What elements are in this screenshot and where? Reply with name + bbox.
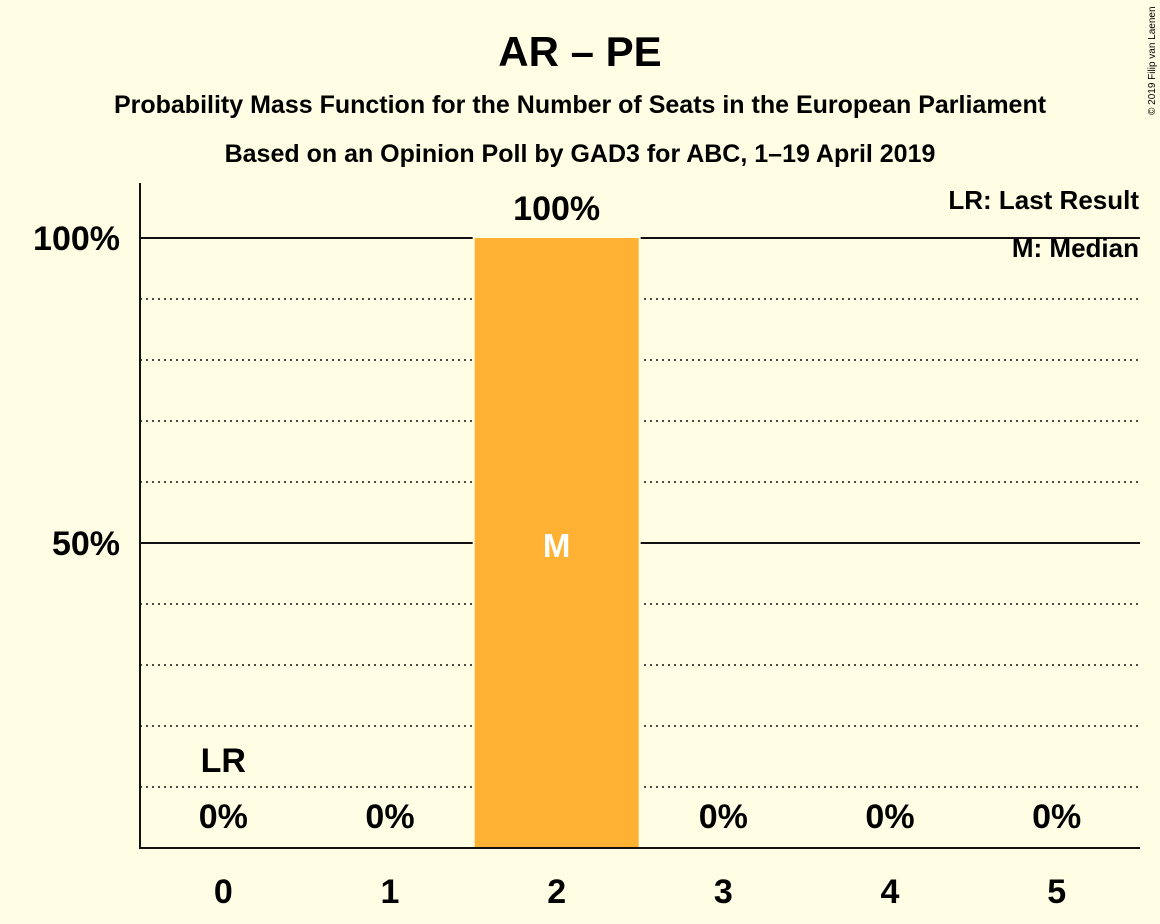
- value-label-1: 0%: [365, 798, 414, 836]
- chart-title: AR – PE: [498, 28, 661, 75]
- chart-subtitle: Probability Mass Function for the Number…: [114, 91, 1047, 119]
- bar-seats-2: [474, 238, 639, 848]
- bars: [472, 237, 641, 848]
- x-tick-label: 3: [714, 873, 733, 911]
- x-tick-label: 5: [1047, 873, 1066, 911]
- value-label-4: 0%: [865, 798, 914, 836]
- y-tick-label: 50%: [52, 525, 120, 563]
- x-tick-label: 0: [214, 873, 233, 911]
- y-tick-label: 100%: [33, 220, 120, 258]
- x-tick-label: 2: [547, 873, 566, 911]
- value-label-5: 0%: [1032, 798, 1081, 836]
- legend-last-result: LR: Last Result: [948, 185, 1139, 215]
- x-tick-label: 4: [881, 873, 900, 911]
- y-axis-ticks: 50% 100%: [33, 220, 120, 563]
- median-marker: M: [543, 527, 571, 564]
- x-axis-ticks: 0 1 2 3 4 5: [214, 873, 1066, 911]
- legend-median: M: Median: [1012, 233, 1139, 263]
- last-result-marker: LR: [201, 742, 246, 780]
- chart-source-line: Based on an Opinion Poll by GAD3 for ABC…: [225, 140, 936, 168]
- value-labels: 0% LR 0% 100% M 0% 0% 0%: [199, 190, 1081, 836]
- value-label-3: 0%: [699, 798, 748, 836]
- copyright-note: © 2019 Filip van Laenen: [1147, 6, 1158, 115]
- value-label-0: 0%: [199, 798, 248, 836]
- x-tick-label: 1: [381, 873, 400, 911]
- value-label-2: 100%: [513, 190, 600, 228]
